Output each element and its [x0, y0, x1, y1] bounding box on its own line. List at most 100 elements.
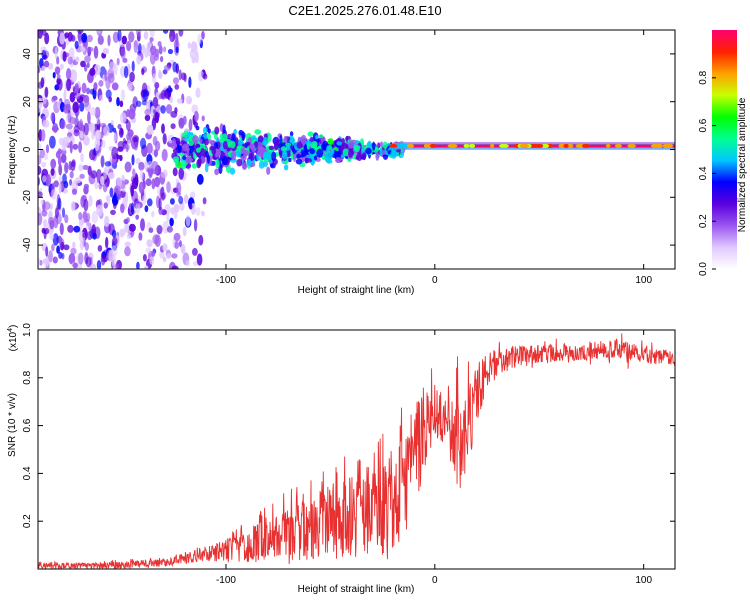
spectrogram-cell — [141, 68, 145, 76]
spectrogram-cell — [105, 195, 111, 203]
spectrogram-cell — [126, 233, 132, 240]
spectrogram-cell — [124, 161, 132, 173]
spectrogram-cell — [375, 151, 380, 161]
spectrogram-cell — [146, 42, 152, 49]
spectrogram-cell — [96, 260, 102, 269]
spectrogram-cell — [44, 32, 50, 45]
spectrogram-cell — [161, 123, 165, 134]
spectrogram-cell — [195, 87, 201, 98]
spectrogram-cell — [84, 242, 90, 251]
spectrogram-cell — [295, 158, 303, 165]
spectrogram-cell — [377, 142, 381, 149]
spectrogram-x-tick-label: 0 — [432, 275, 438, 286]
spectrogram-cell — [117, 30, 122, 42]
spectrogram-cell — [50, 158, 57, 169]
spectrogram-cell — [306, 143, 310, 150]
spectrogram-cell — [91, 210, 99, 224]
spectrogram-cell — [149, 37, 154, 42]
spectrogram-cell — [178, 196, 184, 205]
spectrogram-cell — [43, 153, 49, 161]
spectrogram-cell — [66, 135, 70, 143]
spectrogram-cell — [191, 56, 196, 64]
spectrogram-cell — [135, 100, 142, 108]
snr-x-tick-label: -100 — [216, 575, 236, 586]
spectrogram-y-tick-label: 20 — [22, 96, 33, 108]
spectrogram-cell — [172, 156, 180, 162]
spectrogram-cells — [38, 30, 675, 269]
spectrogram-cell — [90, 106, 96, 116]
spectrogram-cell — [102, 47, 110, 55]
spectrogram-cell — [153, 149, 159, 158]
spectrogram-cell — [124, 241, 131, 247]
spectrogram-cell — [200, 148, 206, 157]
spectrogram-cell — [104, 161, 112, 167]
spectrogram-cell — [74, 40, 79, 50]
spectrogram-cell — [103, 202, 109, 209]
spectrogram-cell — [174, 84, 180, 90]
spectrogram-cell — [196, 159, 202, 169]
spectrogram-cell — [52, 233, 59, 246]
spectrogram-cell — [52, 256, 58, 264]
snr-y-label: SNR (10 * v/v) — [7, 393, 18, 457]
spectrogram-cell — [113, 133, 117, 143]
spectrogram-cell — [54, 207, 59, 219]
spectrogram-cell — [144, 47, 149, 58]
spectrogram-cell — [305, 158, 312, 163]
spectrogram-cell — [154, 48, 160, 58]
spectrogram-cell — [91, 131, 95, 140]
spectrogram-cell — [576, 143, 583, 148]
spectrogram-cell — [170, 123, 176, 130]
spectrogram-cell — [174, 241, 179, 249]
spectrogram-cell — [166, 253, 172, 259]
spectrogram-cell — [78, 39, 82, 45]
spectrogram-cell — [125, 133, 133, 140]
spectrogram-cell — [86, 46, 94, 53]
spectrogram-cell — [151, 251, 156, 257]
spectrogram-cell — [151, 211, 155, 218]
spectrogram-cell — [178, 30, 184, 37]
spectrogram-cell — [202, 197, 207, 205]
spectrogram-cell — [44, 259, 50, 269]
spectrogram-cell — [246, 158, 252, 166]
spectrogram-cell — [614, 143, 622, 148]
spectrogram-cell — [214, 142, 219, 149]
spectrogram-cell — [365, 147, 372, 155]
spectrogram-cell — [169, 198, 175, 205]
spectrogram-cell — [84, 64, 88, 72]
spectrogram-cell — [382, 141, 388, 149]
spectrogram-cell — [51, 243, 55, 252]
spectrogram-cell — [116, 96, 120, 107]
spectrogram-cell — [135, 157, 141, 165]
spectrogram-cell — [125, 120, 131, 131]
spectrogram-cell — [171, 265, 179, 269]
spectrogram-cell — [73, 225, 81, 233]
colorbar-label: Normalized spectral amplitude — [737, 97, 748, 232]
spectrogram-cell — [45, 144, 50, 154]
spectrogram-cell — [541, 143, 549, 148]
spectrogram-x-label: Height of straight line (km) — [298, 285, 415, 296]
spectrogram-cell — [230, 151, 237, 161]
spectrogram-cell — [93, 45, 99, 59]
spectrogram-cell — [162, 243, 168, 252]
spectrogram-cell — [296, 141, 303, 149]
spectrogram-cell — [330, 148, 335, 155]
spectrogram-cell — [128, 108, 136, 120]
spectrogram-cell — [152, 73, 157, 84]
spectrogram-cell — [214, 168, 220, 176]
spectrogram-cell — [38, 30, 43, 39]
spectrogram-cell — [39, 149, 46, 159]
snr-series — [38, 333, 675, 569]
spectrogram-cell — [94, 139, 100, 152]
spectrogram-cell — [144, 265, 149, 269]
spectrogram-cell — [86, 34, 93, 43]
spectrogram-cell — [447, 143, 458, 148]
spectrogram-cell — [266, 166, 271, 175]
spectrogram-cell — [130, 202, 135, 215]
spectrogram-cell — [248, 144, 256, 150]
spectrogram-cell — [144, 205, 149, 213]
spectrogram-cell — [109, 61, 116, 71]
spectrogram-cell — [154, 111, 160, 124]
spectrogram-cell — [41, 227, 46, 234]
spectrogram-cell — [94, 106, 101, 119]
spectrogram-cell — [110, 119, 115, 126]
